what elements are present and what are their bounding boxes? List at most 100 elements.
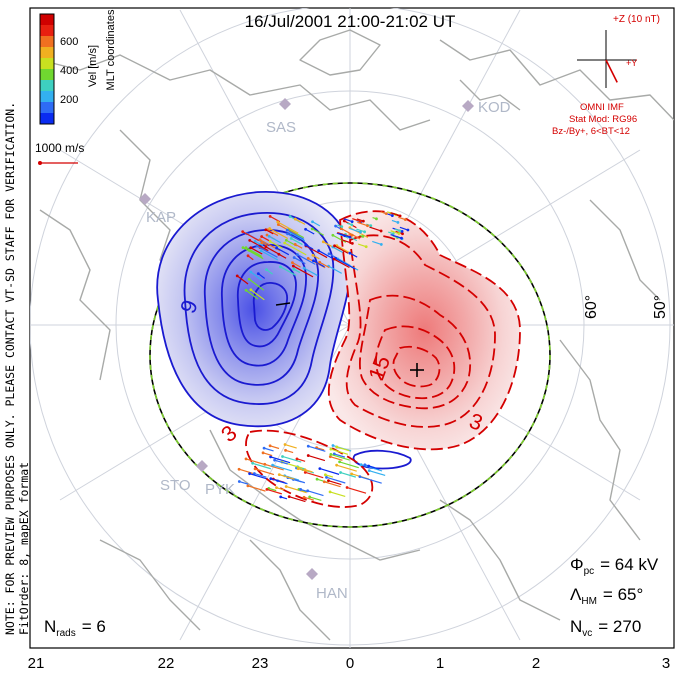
velocity-vector-origin	[358, 219, 362, 223]
velocity-vector	[356, 228, 365, 233]
velocity-vector	[340, 471, 357, 478]
velocity-vector	[282, 455, 302, 463]
velocity-vector-origin	[260, 241, 264, 245]
velocity-vector	[269, 445, 280, 450]
colorbar-segment	[40, 25, 54, 37]
velocity-vector-origin	[328, 490, 332, 494]
velocity-vector-origin	[265, 268, 268, 272]
stations: SAS KOD KAP STO PYK HAN	[139, 98, 511, 602]
velocity-vector-origin	[246, 484, 250, 488]
velocity-vector-origin	[325, 475, 328, 479]
colorbar-segment	[40, 36, 54, 48]
velocity-vector	[308, 445, 326, 452]
station-han: HAN	[306, 568, 348, 602]
velocity-vector-origin	[350, 472, 354, 476]
velocity-vector	[292, 262, 301, 268]
velocity-vector-origin	[331, 233, 335, 237]
velocity-vector	[341, 228, 361, 240]
velocity-vector-origin	[348, 251, 352, 255]
velocity-vector-origin	[265, 488, 269, 491]
velocity-vector-origin	[276, 223, 280, 227]
velocity-vector-origin	[400, 236, 403, 240]
velocity-vector	[312, 221, 321, 227]
colorbar-segment	[40, 47, 54, 59]
velocity-vector-origin	[268, 227, 272, 230]
velocity-vector-origin	[369, 224, 373, 228]
velocity-vector-origin	[315, 477, 319, 481]
colorbar-segment	[40, 113, 54, 125]
velocity-vector-origin	[396, 221, 400, 224]
velocity-vector-origin	[292, 267, 296, 271]
velocity-vector	[250, 271, 262, 281]
velocity-vector-origin	[348, 235, 352, 239]
velocity-vector-origin	[249, 288, 253, 292]
velocity-vector-origin	[306, 444, 310, 448]
velocity-vector	[264, 463, 284, 471]
velocity-vector	[319, 261, 330, 269]
colorbar	[39, 13, 55, 125]
velocity-vector	[399, 226, 409, 231]
velocity-vector	[303, 496, 315, 501]
lat-label-60: 60°	[583, 295, 600, 319]
velocity-vector-origin	[244, 457, 248, 461]
velocity-vector	[274, 459, 288, 465]
colorbar-frame	[39, 13, 55, 125]
mlt-tick-21: 21	[28, 655, 45, 672]
velocity-vector	[334, 453, 346, 458]
velocity-vector-origin	[350, 241, 354, 245]
velocity-vector-origin	[264, 228, 268, 232]
velocity-vector	[260, 250, 279, 261]
velocity-vector-origin	[246, 254, 250, 258]
imf-y-label: +Y	[626, 58, 637, 68]
station-label-kap: KAP	[146, 209, 176, 226]
velocity-vector-origin	[390, 214, 394, 217]
velocity-vector-origin	[287, 495, 291, 499]
velocity-vector-origin	[406, 228, 410, 232]
velocity-vector	[289, 496, 306, 503]
velocity-vector-origin	[253, 239, 257, 243]
station-label-sas: SAS	[266, 119, 296, 136]
velocity-vector	[252, 462, 272, 470]
velocity-vector-origin	[311, 253, 315, 257]
imf-vector	[605, 59, 618, 83]
velocity-vector	[239, 480, 249, 485]
velocity-vector	[390, 233, 402, 239]
velocity-vector-origin	[269, 455, 272, 459]
velocity-vector-origin	[268, 214, 272, 218]
velocity-vector	[343, 218, 353, 223]
nvc-stat: Nvc = 270	[570, 617, 641, 639]
velocity-vector	[270, 478, 287, 484]
velocity-vector-origin	[339, 471, 342, 474]
velocity-vector-origin	[269, 477, 273, 481]
station-pyk: PYK	[205, 481, 235, 498]
velocity-vector-origin	[367, 469, 371, 473]
imf-model: Stat Mod: RG96	[569, 114, 637, 125]
velocity-vector	[333, 258, 350, 269]
velocity-vector-origin	[342, 219, 346, 223]
velocity-vector-origin	[359, 230, 362, 234]
velocity-vector-origin	[251, 461, 255, 465]
velocity-vector-origin	[289, 237, 293, 240]
velocity-vector-origin	[350, 220, 354, 223]
velocity-vector	[254, 472, 267, 478]
velocity-vector-origin	[291, 261, 294, 265]
station-kap: KAP	[139, 193, 176, 226]
velocity-vector	[245, 289, 259, 300]
velocity-vector	[272, 464, 293, 472]
velocity-vector-origin	[288, 215, 292, 218]
velocity-vector-origin	[327, 479, 330, 483]
velocity-vector-origin	[283, 443, 287, 446]
velocity-vector-origin	[328, 455, 332, 459]
velocity-vector-origin	[258, 238, 262, 242]
velocity-vector-origin	[322, 480, 326, 484]
velocity-vector	[357, 221, 368, 227]
velocity-vector-origin	[275, 486, 278, 490]
velocity-vector	[305, 228, 315, 235]
colorbar-tick-400: 400	[60, 65, 78, 77]
velocity-vector-origin	[329, 447, 333, 451]
mlt-tick-22: 22	[158, 655, 175, 672]
velocity-vector-origin	[327, 252, 331, 256]
velocity-vector-origin	[261, 451, 265, 455]
velocity-vector-origin	[291, 264, 295, 268]
velocity-vector-origin	[248, 238, 252, 242]
